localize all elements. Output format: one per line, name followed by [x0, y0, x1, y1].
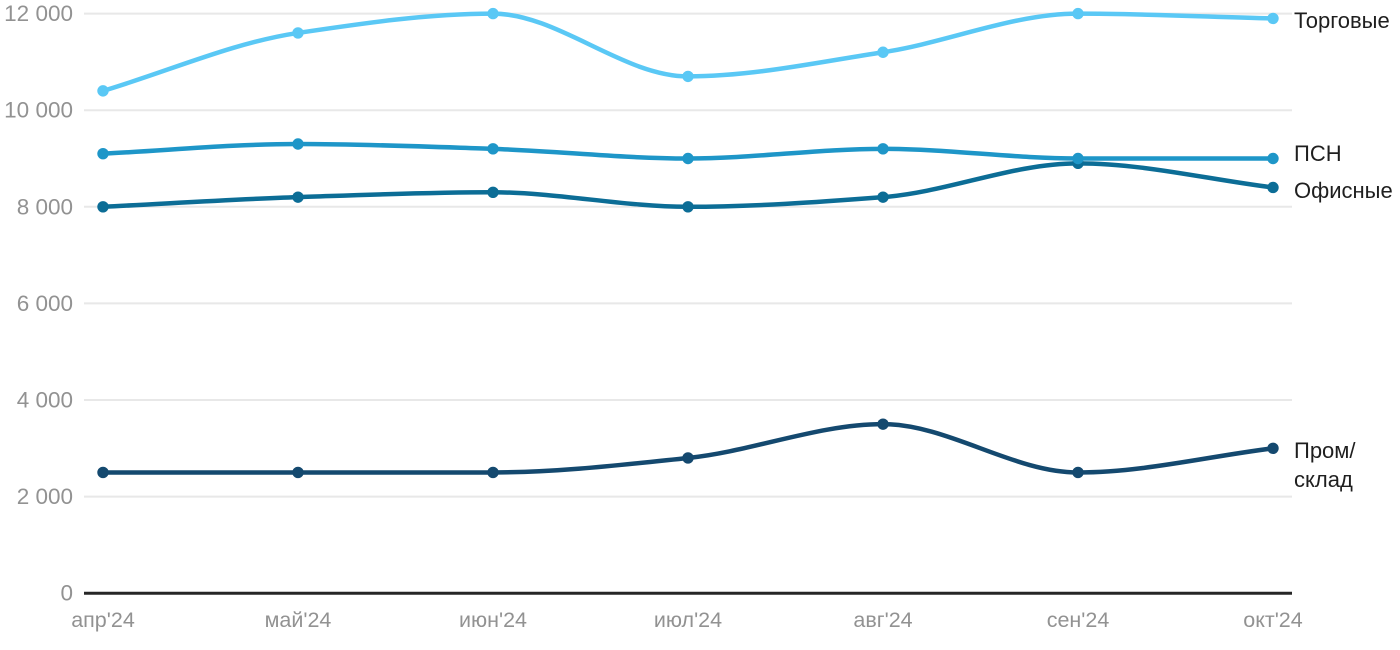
data-point[interactable]	[292, 27, 304, 39]
data-point[interactable]	[97, 147, 109, 160]
series-line-3	[100, 421, 1276, 475]
data-point[interactable]	[1072, 7, 1084, 20]
series-label: Офисные	[1294, 178, 1393, 203]
data-point[interactable]	[682, 152, 694, 165]
x-axis-label: июн'24	[459, 608, 527, 632]
x-axis-label: окт'24	[1243, 608, 1303, 632]
data-point[interactable]	[292, 138, 304, 150]
data-point[interactable]	[682, 452, 694, 464]
y-axis-label: 10 000	[4, 98, 73, 123]
data-point[interactable]	[487, 466, 499, 479]
data-point[interactable]	[682, 201, 694, 213]
series-label: Торговые	[1294, 8, 1390, 33]
x-axis-label: авг'24	[853, 608, 912, 632]
data-point[interactable]	[1267, 442, 1279, 454]
data-point[interactable]	[292, 191, 304, 203]
y-axis-label: 0	[60, 581, 73, 606]
x-axis-label: апр'24	[71, 608, 135, 632]
data-point[interactable]	[1267, 152, 1279, 165]
data-point[interactable]	[487, 186, 499, 199]
data-point[interactable]	[97, 85, 109, 97]
data-point[interactable]	[292, 466, 304, 479]
data-point[interactable]	[877, 46, 889, 58]
x-axis-label: сен'24	[1047, 608, 1110, 632]
x-axis-label: май'24	[265, 608, 332, 632]
data-point[interactable]	[487, 143, 499, 155]
data-point[interactable]	[877, 191, 889, 203]
y-axis-label: 6 000	[17, 291, 73, 316]
data-point[interactable]	[1267, 181, 1279, 194]
y-axis-label: 4 000	[17, 388, 73, 413]
data-point[interactable]	[877, 143, 889, 155]
data-point[interactable]	[1072, 152, 1084, 165]
y-axis-label: 2 000	[17, 484, 73, 509]
series-label: Пром/	[1294, 438, 1356, 463]
data-point[interactable]	[97, 466, 109, 479]
x-axis-label: июл'24	[654, 608, 722, 632]
data-point[interactable]	[1267, 12, 1279, 25]
data-point[interactable]	[682, 70, 694, 83]
y-axis-label: 8 000	[17, 194, 73, 219]
data-point[interactable]	[487, 7, 499, 20]
data-point[interactable]	[877, 418, 889, 430]
data-point[interactable]	[1072, 466, 1084, 479]
data-point[interactable]	[97, 201, 109, 213]
series-label: ПСН	[1294, 141, 1342, 166]
series-line-2	[100, 161, 1276, 210]
y-axis-label: 12 000	[4, 1, 73, 26]
series-label: склад	[1294, 467, 1353, 492]
